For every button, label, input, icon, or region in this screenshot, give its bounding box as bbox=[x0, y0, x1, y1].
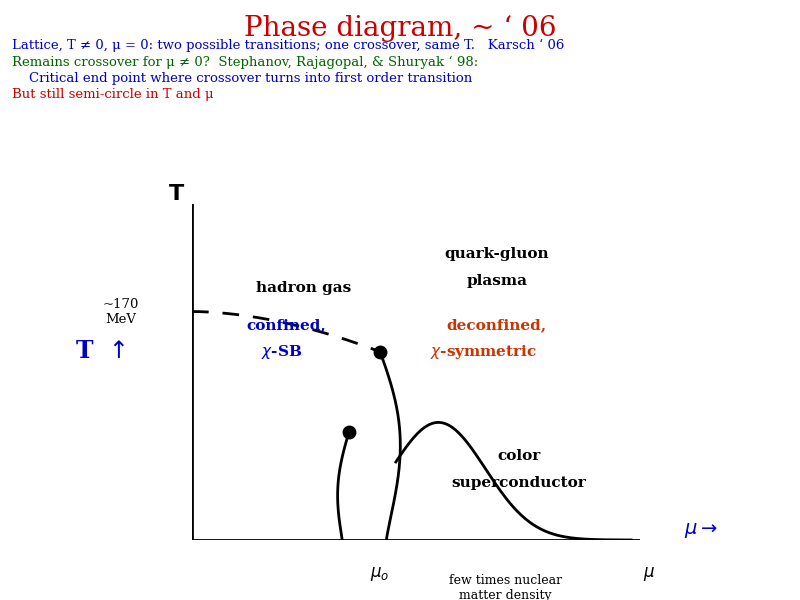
Text: plasma: plasma bbox=[466, 274, 527, 288]
Text: T: T bbox=[76, 339, 110, 363]
Text: superconductor: superconductor bbox=[452, 476, 586, 490]
Text: $\chi$-SB: $\chi$-SB bbox=[261, 343, 302, 361]
Text: few times nuclear
matter density: few times nuclear matter density bbox=[449, 574, 562, 600]
Text: confined,: confined, bbox=[246, 318, 326, 332]
Text: Critical end point where crossover turns into first order transition: Critical end point where crossover turns… bbox=[12, 72, 472, 85]
Text: Phase diagram, ~ ‘ 06: Phase diagram, ~ ‘ 06 bbox=[244, 15, 556, 42]
Text: hadron gas: hadron gas bbox=[256, 281, 352, 295]
Text: $\mu \rightarrow$: $\mu \rightarrow$ bbox=[684, 521, 718, 541]
Text: Remains crossover for μ ≠ 0?  Stephanov, Rajagopal, & Shuryak ‘ 98:: Remains crossover for μ ≠ 0? Stephanov, … bbox=[12, 56, 478, 69]
Text: deconfined,: deconfined, bbox=[446, 318, 546, 332]
Text: But still semi-circle in T and μ: But still semi-circle in T and μ bbox=[12, 88, 214, 101]
Text: ~170
MeV: ~170 MeV bbox=[102, 298, 138, 326]
Text: quark-gluon: quark-gluon bbox=[444, 247, 549, 262]
Text: Lattice, T ≠ 0, μ = 0: two possible transitions; one crossover, same T.   Karsch: Lattice, T ≠ 0, μ = 0: two possible tran… bbox=[12, 39, 564, 52]
Text: $\mu$: $\mu$ bbox=[643, 565, 655, 583]
Text: $\chi$-symmetric: $\chi$-symmetric bbox=[430, 343, 537, 361]
Text: $\mu_o$: $\mu_o$ bbox=[370, 565, 390, 583]
Text: T: T bbox=[169, 184, 184, 204]
Text: $\uparrow$: $\uparrow$ bbox=[104, 339, 126, 363]
Text: color: color bbox=[498, 449, 541, 463]
